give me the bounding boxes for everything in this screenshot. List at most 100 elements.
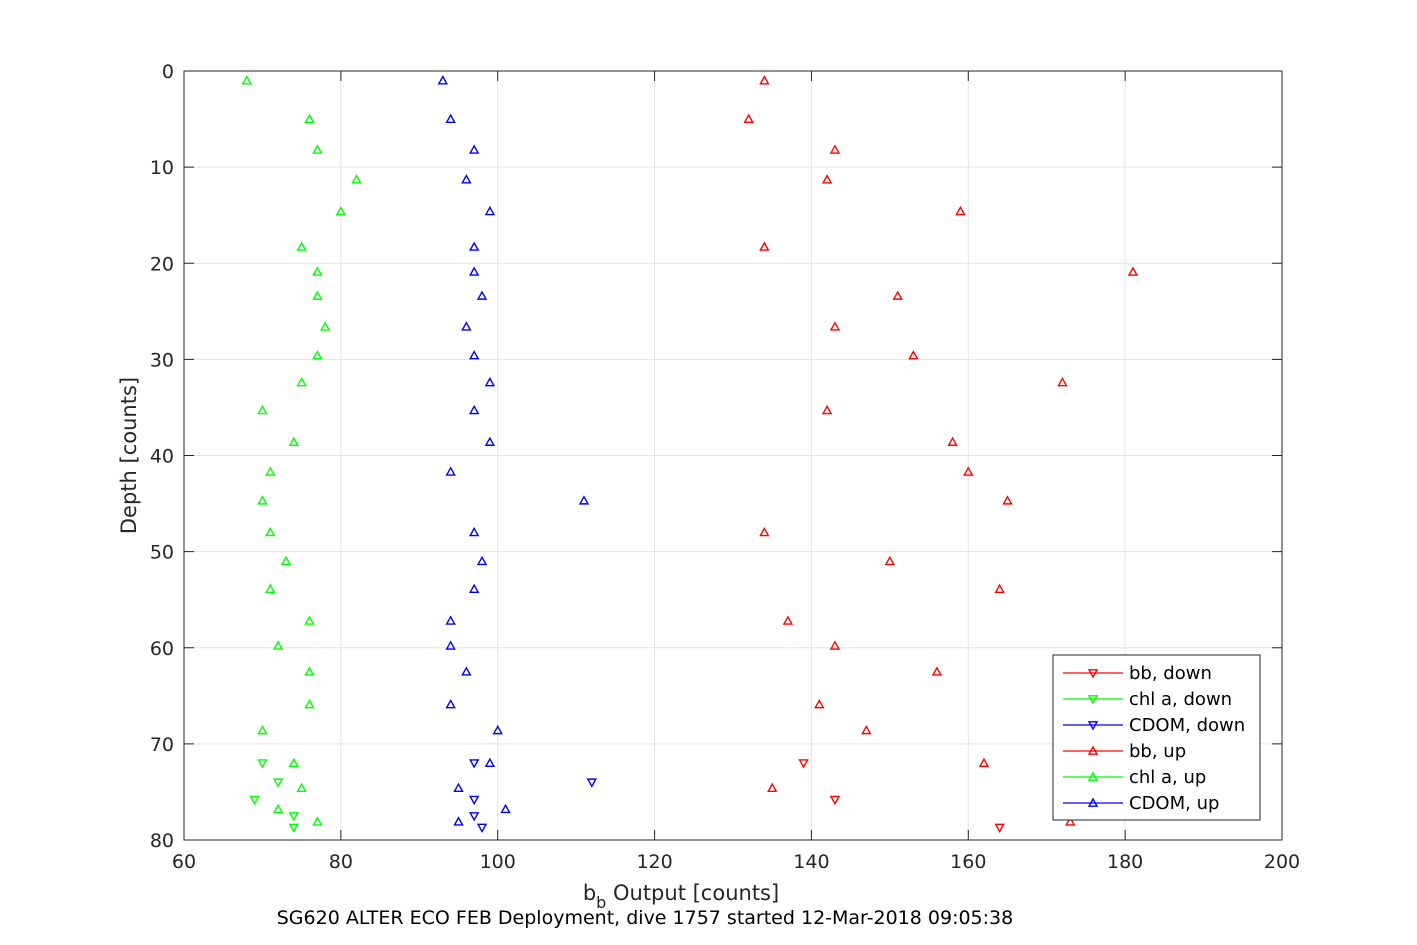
data-point-bb-up (743, 113, 754, 123)
x-tick-label: 140 (793, 851, 829, 873)
data-point-bb-up (861, 724, 872, 735)
data-point-chl-a-up (265, 466, 276, 476)
data-point-bb-up (759, 75, 770, 85)
data-point-chl-a-up (304, 699, 315, 709)
data-point-chl-a-up (304, 113, 315, 123)
y-tick-label: 10 (150, 157, 174, 179)
y-tick-label: 50 (150, 542, 174, 564)
legend-marker (1087, 669, 1099, 679)
y-tick-label: 80 (150, 830, 174, 852)
legend-label: chl a, up (1129, 767, 1206, 788)
data-point-cdom-up (468, 526, 480, 537)
data-point-chl-a-up (312, 816, 323, 826)
data-point-chl-a-up (304, 666, 315, 676)
data-point-bb-up (1002, 495, 1013, 505)
data-point-chl-a-up (265, 526, 276, 537)
data-point-chl-a-up (312, 144, 323, 154)
data-point-bb-up (931, 666, 943, 676)
data-point-chl-a-up (312, 266, 323, 276)
x-tick-label: 160 (950, 851, 986, 873)
data-point-bb-up (782, 615, 794, 625)
y-axis-label: Depth [counts] (117, 377, 141, 534)
data-point-cdom-up (453, 816, 464, 826)
data-point-chl-a-up (257, 404, 268, 415)
data-point-bb-up (963, 466, 974, 476)
data-point-bb-up (955, 205, 966, 216)
data-point-cdom-up (468, 241, 480, 251)
data-point-bb-down (829, 795, 841, 806)
data-point-cdom-up (484, 757, 496, 767)
data-point-bb-up (1065, 816, 1076, 826)
data-point-cdom-up (468, 583, 480, 594)
data-point-cdom-up (468, 266, 480, 276)
data-point-bb-up (908, 350, 919, 360)
chart-caption: SG620 ALTER ECO FEB Deployment, dive 175… (277, 907, 1013, 929)
data-point-cdom-up (484, 377, 496, 387)
legend-marker (1087, 771, 1099, 781)
x-tick-label: 180 (1107, 851, 1143, 873)
data-point-bb-up (759, 241, 770, 251)
x-tick-label: 100 (480, 851, 516, 873)
data-point-cdom-down (476, 823, 488, 833)
data-point-cdom-up (437, 75, 449, 85)
legend-label: CDOM, down (1129, 715, 1245, 736)
x-axis-label: bb Output [counts] (583, 881, 779, 912)
data-points (241, 75, 1139, 833)
data-point-chl-a-up (312, 350, 323, 360)
data-point-bb-up (978, 757, 990, 767)
data-point-cdom-up (578, 495, 590, 505)
data-point-bb-up (892, 290, 903, 300)
data-point-bb-up (759, 526, 770, 537)
legend-label: CDOM, up (1129, 793, 1219, 814)
x-axis-label-rest: Output [counts] (606, 881, 779, 905)
data-point-chl-a-down (288, 812, 299, 822)
y-tick-label: 40 (150, 446, 174, 468)
data-point-chl-a-up (280, 555, 292, 566)
data-point-chl-a-down (249, 795, 260, 806)
data-point-bb-up (829, 144, 841, 154)
data-point-cdom-up (484, 436, 496, 446)
data-point-bb-up (767, 782, 778, 792)
data-point-cdom-up (445, 699, 456, 709)
data-point-chl-a-up (335, 205, 347, 216)
data-point-cdom-up (445, 640, 456, 650)
legend-label: chl a, down (1129, 689, 1232, 710)
data-point-chl-a-up (296, 377, 307, 387)
data-point-cdom-up (461, 174, 472, 184)
data-point-cdom-down (468, 795, 480, 806)
data-point-cdom-up (445, 466, 456, 476)
legend-marker (1087, 797, 1099, 807)
legend-label: bb, up (1129, 741, 1186, 762)
y-tick-label: 70 (150, 734, 174, 756)
data-point-cdom-up (484, 205, 496, 216)
data-point-bb-up (821, 174, 833, 184)
data-point-bb-down (798, 759, 809, 769)
data-point-cdom-down (586, 778, 598, 788)
y-tick-label: 20 (150, 253, 174, 275)
data-point-chl-a-up (312, 290, 323, 300)
data-point-chl-a-up (296, 241, 307, 251)
data-point-bb-up (994, 583, 1005, 594)
data-point-chl-a-up (265, 583, 276, 594)
y-tick-label: 30 (150, 349, 174, 371)
data-point-cdom-up (492, 724, 503, 735)
legend-items: bb, down chl a, down CDOM, down bb, up chl a… (1063, 663, 1245, 814)
legend: bb, down chl a, down CDOM, down bb, up chl a… (1052, 654, 1261, 821)
y-tick-label: 60 (150, 638, 174, 660)
data-point-cdom-up (453, 782, 464, 792)
y-tick-label: 0 (162, 61, 174, 83)
data-point-bb-down (994, 823, 1005, 833)
data-point-chl-a-up (272, 640, 284, 650)
data-point-chl-a-down (288, 823, 299, 833)
data-point-chl-a-down (257, 759, 268, 769)
data-point-cdom-down (468, 759, 480, 769)
data-point-chl-a-up (296, 782, 307, 792)
data-point-cdom-up (476, 555, 488, 566)
data-point-chl-a-up (288, 436, 299, 446)
x-tick-label: 120 (636, 851, 672, 873)
data-point-cdom-up (445, 615, 456, 625)
data-point-bb-up (814, 699, 825, 709)
data-point-chl-a-up (257, 495, 268, 505)
legend-marker (1087, 695, 1099, 705)
